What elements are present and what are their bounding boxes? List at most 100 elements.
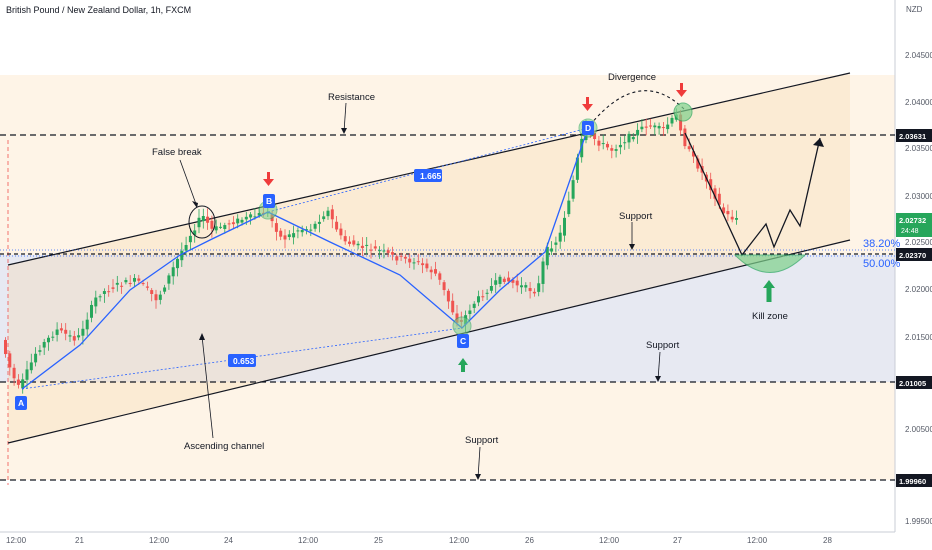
- candle-down: [610, 148, 614, 151]
- annotation-ascending-channel: Ascending channel: [184, 441, 264, 452]
- candle-down: [399, 255, 403, 257]
- badge-last-price-text: 2.02732: [899, 216, 926, 225]
- candle-up: [90, 304, 93, 318]
- candle-down: [12, 367, 16, 379]
- annotation-resistance: Resistance: [328, 92, 375, 103]
- candle-down: [369, 249, 373, 251]
- candle-down: [649, 125, 652, 127]
- candle-down: [145, 286, 149, 288]
- red-arrow-divergence: [676, 83, 687, 97]
- candle-up: [219, 226, 222, 228]
- candle-up: [627, 133, 631, 143]
- bottom-zone: [0, 382, 895, 480]
- candle-up: [477, 296, 480, 303]
- candle-up: [124, 280, 128, 283]
- candle-up: [653, 125, 657, 128]
- y-tick-label: 2.03000: [905, 192, 932, 201]
- point-b-text: B: [266, 196, 272, 206]
- candle-up: [305, 229, 308, 231]
- candle-down: [391, 252, 394, 255]
- candle-down: [352, 240, 356, 245]
- candle-down: [128, 283, 132, 285]
- candle-up: [197, 217, 201, 228]
- badge-level-lower-text: 2.01005: [899, 379, 926, 388]
- badge-last-price[interactable]: 2.02732 24:48: [896, 213, 932, 237]
- point-d-marker: D: [582, 121, 594, 135]
- candle-down: [713, 188, 717, 199]
- candle-up: [666, 124, 670, 130]
- candle-up: [296, 230, 300, 232]
- candle-up: [85, 319, 89, 330]
- point-c-marker: C: [457, 334, 469, 348]
- candle-down: [425, 263, 429, 269]
- badge-level-bottom-text: 1.99960: [899, 477, 926, 486]
- candle-up: [575, 157, 579, 180]
- candle-up: [47, 337, 50, 343]
- candle-down: [210, 220, 214, 229]
- candle-down: [339, 228, 343, 236]
- candle-down: [107, 291, 111, 293]
- candle-up: [29, 362, 33, 371]
- candle-up: [537, 283, 541, 292]
- projected-arrow-head: [813, 138, 824, 147]
- candle-up: [524, 285, 528, 288]
- candle-up: [25, 369, 29, 380]
- candle-down: [434, 269, 437, 274]
- candle-up: [601, 143, 605, 145]
- y-tick-label: 1.99500: [905, 517, 932, 526]
- candle-up: [326, 210, 330, 217]
- candle-up: [77, 335, 81, 338]
- kill-zone-shape: [733, 254, 807, 273]
- candle-up: [554, 242, 558, 245]
- badge-level-bottom[interactable]: 1.99960: [896, 474, 932, 487]
- candle-up: [489, 286, 493, 291]
- candle-up: [520, 285, 523, 288]
- x-tick-label: 12:00: [449, 536, 470, 545]
- candle-up: [300, 229, 304, 233]
- annotation-false-break: False break: [152, 147, 202, 158]
- candle-up: [94, 297, 98, 307]
- y-tick-label: 2.01500: [905, 333, 932, 342]
- candle-down: [597, 140, 601, 146]
- candle-up: [614, 149, 618, 151]
- candle-down: [593, 133, 597, 140]
- candle-up: [180, 250, 184, 261]
- candle-up: [494, 280, 498, 285]
- projected-path: [684, 132, 821, 257]
- y-tick-label: 2.02000: [905, 285, 932, 294]
- x-tick-label: 28: [823, 536, 832, 545]
- x-tick-label: 25: [374, 536, 383, 545]
- candle-up: [545, 246, 549, 266]
- candle-down: [722, 207, 726, 214]
- candle-down: [343, 236, 347, 242]
- candle-up: [236, 218, 240, 224]
- ratio-ac-label: 0.653: [228, 354, 256, 367]
- candle-down: [64, 329, 68, 334]
- candle-down: [481, 296, 485, 298]
- candle-up: [498, 276, 502, 284]
- candle-down: [16, 379, 20, 385]
- candle-up: [382, 250, 386, 252]
- candle-up: [188, 235, 192, 243]
- candle-up: [640, 126, 644, 130]
- pointer-support-lower: [475, 446, 481, 480]
- badge-level-lower[interactable]: 2.01005: [896, 376, 932, 389]
- badge-level-upper[interactable]: 2.03631: [896, 129, 932, 142]
- green-arrow-c: [458, 358, 468, 372]
- candle-up: [292, 233, 296, 238]
- c-point-circle: [452, 316, 472, 336]
- candle-up: [558, 232, 562, 242]
- badge-level-mid[interactable]: 2.02370: [896, 248, 932, 261]
- candle-down: [279, 230, 283, 237]
- red-arrow-b: [263, 172, 274, 186]
- candle-down: [416, 261, 420, 263]
- point-c-text: C: [460, 336, 466, 346]
- candle-up: [657, 125, 661, 129]
- candle-down: [502, 278, 506, 282]
- candle-up: [102, 291, 106, 294]
- candle-up: [378, 250, 382, 252]
- candle-up: [115, 282, 119, 285]
- y-tick-label: 2.04500: [905, 51, 932, 60]
- candle-up: [257, 213, 261, 216]
